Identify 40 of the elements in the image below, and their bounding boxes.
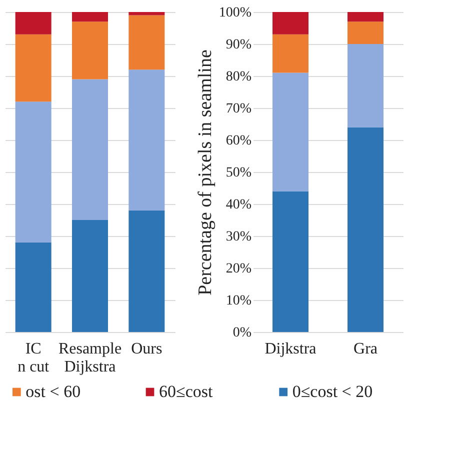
bar xyxy=(272,34,308,73)
bar xyxy=(15,242,52,332)
bar xyxy=(348,44,384,128)
y-tick-label: 20% xyxy=(226,262,252,276)
legend-label: ost < 60 xyxy=(26,382,81,401)
y-tick-label: 10% xyxy=(226,294,252,308)
bar xyxy=(128,15,165,70)
bar xyxy=(72,12,108,22)
y-tick-label: 0% xyxy=(232,326,252,340)
legend-label: 60≤cost xyxy=(159,382,213,401)
bar xyxy=(15,34,52,102)
y-tick-label: 50% xyxy=(226,166,252,180)
bar xyxy=(128,70,165,210)
bar xyxy=(72,22,108,80)
y-tick-label: 100% xyxy=(218,6,252,20)
y-tick-label: 80% xyxy=(226,70,252,84)
bar xyxy=(128,210,165,332)
bar xyxy=(272,12,308,34)
bar xyxy=(72,220,108,332)
bar xyxy=(348,12,384,22)
bar xyxy=(128,12,165,16)
bar xyxy=(348,127,384,332)
bar xyxy=(15,12,52,34)
bar xyxy=(272,191,308,332)
x-tick-label: Resample Dijkstra xyxy=(58,340,122,376)
y-tick-label: 30% xyxy=(226,230,252,244)
bar xyxy=(348,22,384,44)
bar xyxy=(15,102,52,242)
x-tick-label: Dijkstra xyxy=(264,340,316,358)
legend-label: 0≤cost < 20 xyxy=(292,382,373,401)
x-tick-label: Gra xyxy=(354,340,378,358)
bar xyxy=(72,79,108,220)
y-tick-label: 40% xyxy=(226,198,252,212)
y-axis-title: Percentage of pixels in seamline xyxy=(194,50,216,296)
y-tick-label: 60% xyxy=(226,134,252,148)
x-tick-label: Ours xyxy=(131,340,162,358)
y-tick-label: 90% xyxy=(226,38,252,52)
y-tick-label: 70% xyxy=(226,102,252,116)
x-tick-label: IC n cut xyxy=(18,340,50,376)
bar xyxy=(272,72,308,192)
